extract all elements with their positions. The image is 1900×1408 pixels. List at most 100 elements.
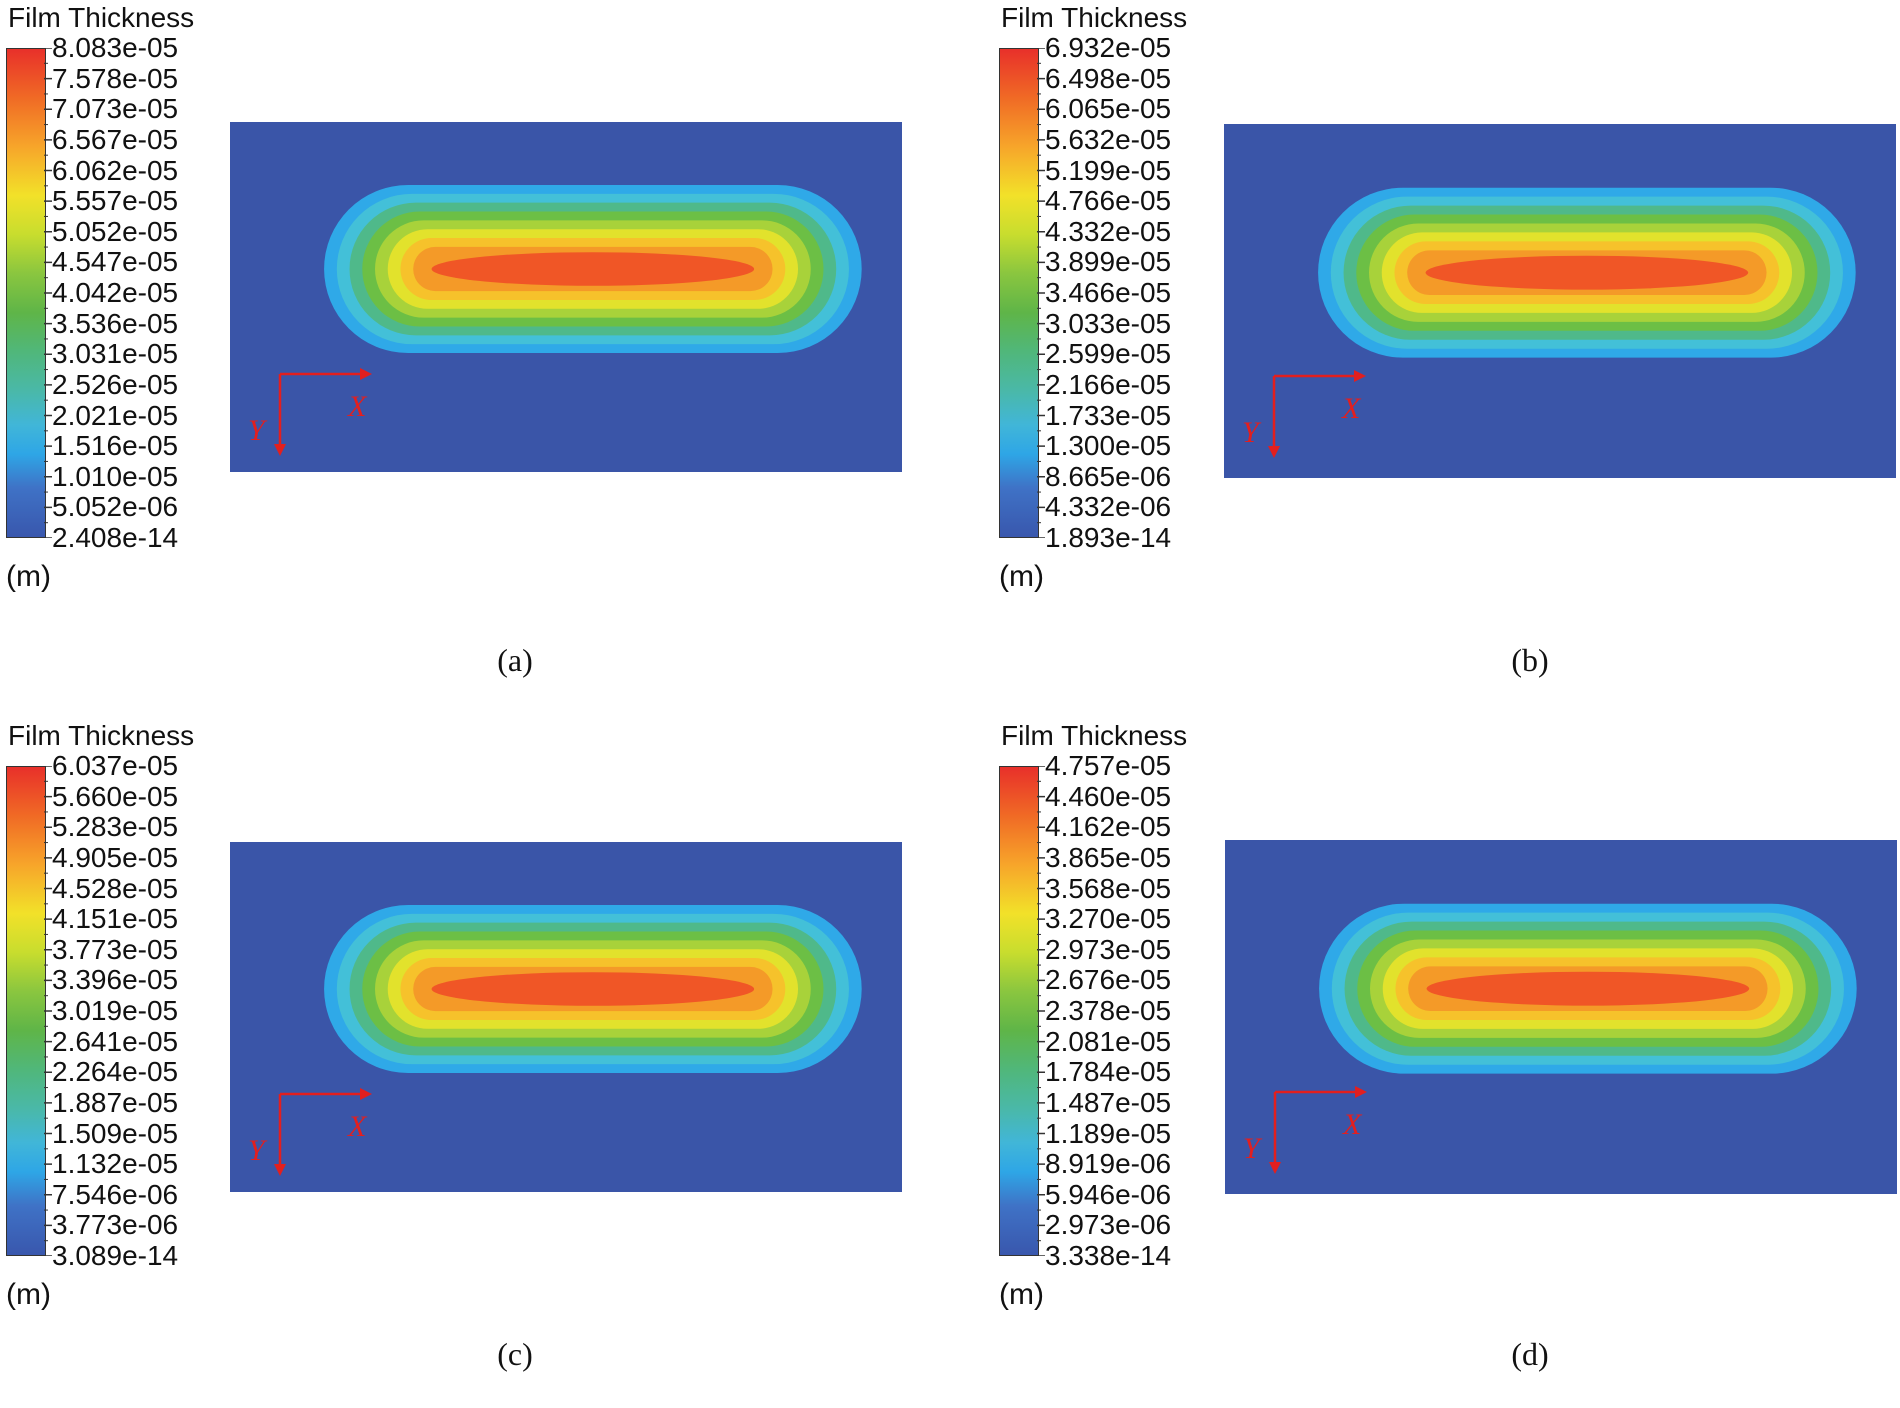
colorbar-tick-label: 1.132e-05 bbox=[52, 1148, 179, 1180]
colorbar-tick-label: 1.487e-05 bbox=[1045, 1086, 1172, 1118]
legend-title: Film Thickness bbox=[8, 2, 195, 33]
colorbar-tick-label: 4.151e-05 bbox=[52, 903, 179, 935]
colorbar-tick-label: 3.536e-05 bbox=[52, 307, 179, 339]
y-axis-label: Y bbox=[248, 414, 268, 447]
colorbar-tick-label: 3.270e-05 bbox=[1045, 903, 1172, 935]
colorbar-tick-label: 7.546e-06 bbox=[52, 1178, 179, 1210]
colorbar-tick-label: 2.021e-05 bbox=[52, 399, 179, 431]
colorbar-tick-label: 2.378e-05 bbox=[1045, 995, 1172, 1026]
colorbar-tick-label: 3.019e-05 bbox=[52, 995, 179, 1026]
legend-title: Film Thickness bbox=[1001, 2, 1188, 33]
colorbar-tick-label: 4.905e-05 bbox=[52, 841, 179, 873]
x-axis-label: X bbox=[1342, 1108, 1363, 1141]
y-arrowhead bbox=[274, 1164, 286, 1176]
colorbar-tick-label: 4.162e-05 bbox=[1045, 811, 1172, 843]
colorbar-tick-label: 8.665e-06 bbox=[1045, 460, 1172, 492]
colorbar-tick-label: 4.547e-05 bbox=[52, 246, 179, 278]
colorbar-tick-label: 3.031e-05 bbox=[52, 338, 179, 370]
panel-a: Film Thickness 8.083e-05 7.578e-05 7.073e-… bbox=[0, 0, 950, 690]
peak-region bbox=[431, 252, 755, 286]
colorbar-tick-label: 5.660e-05 bbox=[52, 780, 179, 812]
colorbar-tick-label: 2.081e-05 bbox=[1045, 1025, 1172, 1057]
colorbar-tick-label: 8.919e-06 bbox=[1045, 1148, 1172, 1180]
x-arrowhead bbox=[360, 368, 372, 380]
x-arrowhead bbox=[1354, 370, 1366, 382]
colorbar-tick-label: 3.089e-14 bbox=[52, 1240, 179, 1271]
colorbar-tick-label: 4.766e-05 bbox=[1045, 185, 1172, 217]
panel-b: Film Thickness 6.932e-05 6.498e-05 6.065e-… bbox=[993, 0, 1900, 690]
colorbar-ticks bbox=[1037, 766, 1045, 1256]
colorbar-tick-label: 6.065e-05 bbox=[1045, 93, 1172, 125]
film-thickness-contour: XY bbox=[1225, 840, 1897, 1194]
colorbar-tick-label: 5.199e-05 bbox=[1045, 154, 1172, 186]
colorbar-tick-label: 6.498e-05 bbox=[1045, 62, 1172, 94]
colorbar bbox=[6, 48, 46, 538]
x-arrowhead bbox=[1355, 1086, 1367, 1098]
colorbar-ticks bbox=[44, 48, 52, 538]
y-axis-label: Y bbox=[1242, 416, 1262, 449]
colorbar-tick-label: 3.568e-05 bbox=[1045, 872, 1172, 904]
panel-caption: (a) bbox=[497, 642, 533, 678]
colorbar-tick-label: 1.784e-05 bbox=[1045, 1056, 1172, 1088]
colorbar-tick-label: 4.332e-05 bbox=[1045, 215, 1172, 247]
colorbar-tick-label: 1.509e-05 bbox=[52, 1117, 179, 1149]
legend-title: Film Thickness bbox=[1001, 720, 1188, 751]
colorbar-tick-label: 2.973e-06 bbox=[1045, 1209, 1172, 1241]
colorbar-tick-label: 6.062e-05 bbox=[52, 154, 179, 186]
colorbar-tick-label: 4.528e-05 bbox=[52, 872, 179, 904]
panel-c: Film Thickness 6.037e-05 5.660e-05 5.283e-… bbox=[0, 718, 950, 1408]
legend-title: Film Thickness bbox=[8, 720, 195, 751]
colorbar-tick-label: 1.010e-05 bbox=[52, 460, 179, 492]
legend-unit: (m) bbox=[999, 560, 1044, 593]
colorbar-tick-label: 1.733e-05 bbox=[1045, 399, 1172, 431]
colorbar-tick-label: 4.757e-05 bbox=[1045, 750, 1172, 781]
colorbar-tick-label: 3.466e-05 bbox=[1045, 277, 1172, 308]
colorbar-tick-label: 3.773e-05 bbox=[52, 933, 179, 965]
colorbar bbox=[999, 48, 1039, 538]
colorbar-tick-label: 5.632e-05 bbox=[1045, 123, 1172, 155]
colorbar-tick-label: 6.037e-05 bbox=[52, 750, 179, 781]
colorbar-tick-label: 5.557e-05 bbox=[52, 185, 179, 217]
y-axis-label: Y bbox=[248, 1134, 268, 1167]
film-thickness-contour: XY bbox=[230, 842, 902, 1192]
colorbar-tick-label: 3.773e-06 bbox=[52, 1209, 179, 1241]
colorbar bbox=[6, 766, 46, 1256]
colorbar-ticks bbox=[44, 766, 52, 1256]
panel-caption: (b) bbox=[1511, 642, 1549, 678]
colorbar-tick-label: 1.887e-05 bbox=[52, 1086, 179, 1118]
film-thickness-contour: XY bbox=[1224, 124, 1896, 478]
colorbar-tick-label: 1.893e-14 bbox=[1045, 522, 1172, 553]
y-arrowhead bbox=[1268, 446, 1280, 458]
y-arrowhead bbox=[274, 444, 286, 456]
colorbar bbox=[999, 766, 1039, 1256]
colorbar-tick-label: 3.033e-05 bbox=[1045, 307, 1172, 339]
colorbar-labels: 8.083e-05 7.578e-05 7.073e-05 6.567e-05 6.06… bbox=[52, 33, 252, 553]
colorbar-tick-label: 2.408e-14 bbox=[52, 522, 179, 553]
colorbar-tick-label: 4.460e-05 bbox=[1045, 780, 1172, 812]
legend-unit: (m) bbox=[6, 560, 51, 593]
peak-region bbox=[1425, 255, 1749, 290]
colorbar-tick-label: 5.052e-06 bbox=[52, 491, 179, 523]
peak-region bbox=[431, 972, 755, 1006]
colorbar-labels: 6.932e-05 6.498e-05 6.065e-05 5.632e-05 5.19… bbox=[1045, 33, 1245, 553]
peak-region bbox=[1426, 971, 1750, 1006]
colorbar-tick-label: 2.526e-05 bbox=[52, 368, 179, 400]
colorbar-tick-label: 6.567e-05 bbox=[52, 123, 179, 155]
panel-caption: (c) bbox=[497, 1336, 533, 1372]
colorbar-tick-label: 2.973e-05 bbox=[1045, 933, 1172, 965]
colorbar-tick-label: 3.899e-05 bbox=[1045, 246, 1172, 278]
colorbar-labels: 4.757e-05 4.460e-05 4.162e-05 3.865e-05 3.56… bbox=[1045, 751, 1245, 1271]
x-axis-label: X bbox=[347, 390, 368, 423]
colorbar-tick-label: 4.042e-05 bbox=[52, 277, 179, 308]
panel-d: Film Thickness 4.757e-05 4.460e-05 4.162e-… bbox=[993, 718, 1900, 1408]
legend-unit: (m) bbox=[6, 1278, 51, 1311]
colorbar-tick-label: 2.166e-05 bbox=[1045, 368, 1172, 400]
colorbar-tick-label: 8.083e-05 bbox=[52, 32, 179, 63]
colorbar-tick-label: 1.300e-05 bbox=[1045, 430, 1172, 462]
colorbar-tick-label: 7.578e-05 bbox=[52, 62, 179, 94]
legend-unit: (m) bbox=[999, 1278, 1044, 1311]
y-arrowhead bbox=[1269, 1162, 1281, 1174]
colorbar-labels: 6.037e-05 5.660e-05 5.283e-05 4.905e-05 4.52… bbox=[52, 751, 252, 1271]
x-axis-label: X bbox=[347, 1110, 368, 1143]
colorbar-tick-label: 1.516e-05 bbox=[52, 430, 179, 462]
